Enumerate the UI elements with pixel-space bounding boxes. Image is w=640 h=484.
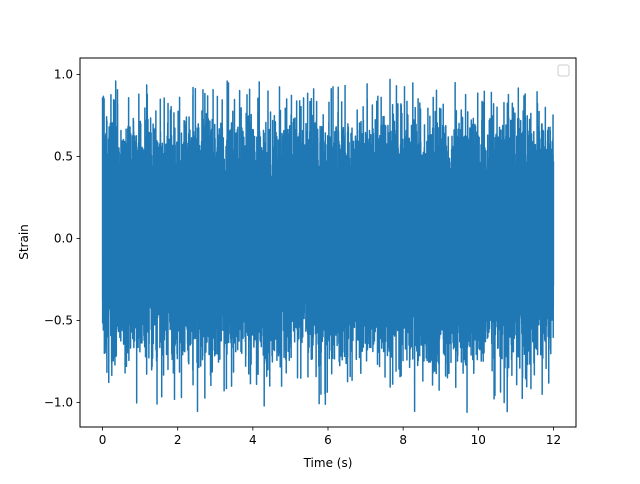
- y-tick-label: 1.0: [54, 67, 73, 81]
- legend-box: [557, 64, 570, 77]
- x-tick-label: 0: [99, 433, 107, 447]
- x-tick-label: 2: [174, 433, 182, 447]
- y-axis-label: Strain: [17, 224, 31, 260]
- y-tick-label: 0.0: [54, 231, 73, 245]
- data-layer: [101, 78, 555, 413]
- y-tick-label: −0.5: [44, 313, 73, 327]
- x-axis-label: Time (s): [303, 456, 353, 470]
- y-axis: −1.0 −0.5 0.0 0.5 1.0: [44, 67, 80, 409]
- strain-series-line: [101, 78, 555, 413]
- x-tick-label: 8: [399, 433, 407, 447]
- x-tick-label: 6: [324, 433, 332, 447]
- x-axis: 0 2 4 6 8 10 12: [99, 427, 561, 447]
- x-tick-label: 10: [471, 433, 486, 447]
- x-tick-label: 4: [249, 433, 257, 447]
- x-tick-label: 12: [546, 433, 561, 447]
- y-tick-label: −1.0: [44, 395, 73, 409]
- y-tick-label: 0.5: [54, 149, 73, 163]
